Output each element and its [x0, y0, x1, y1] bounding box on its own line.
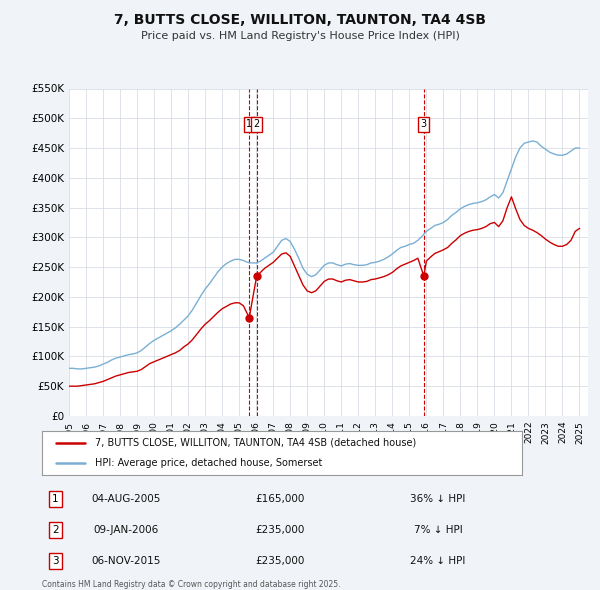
Text: HPI: Average price, detached house, Somerset: HPI: Average price, detached house, Some…: [95, 458, 322, 468]
Text: 7, BUTTS CLOSE, WILLITON, TAUNTON, TA4 4SB (detached house): 7, BUTTS CLOSE, WILLITON, TAUNTON, TA4 4…: [95, 438, 416, 448]
Text: £235,000: £235,000: [255, 556, 304, 566]
Text: Contains HM Land Registry data © Crown copyright and database right 2025.
This d: Contains HM Land Registry data © Crown c…: [42, 580, 341, 590]
Text: 2: 2: [52, 525, 59, 535]
Text: 3: 3: [52, 556, 59, 566]
Text: 3: 3: [421, 119, 427, 129]
Text: 09-JAN-2006: 09-JAN-2006: [94, 525, 159, 535]
Text: 7, BUTTS CLOSE, WILLITON, TAUNTON, TA4 4SB: 7, BUTTS CLOSE, WILLITON, TAUNTON, TA4 4…: [114, 13, 486, 27]
Text: 7% ↓ HPI: 7% ↓ HPI: [413, 525, 463, 535]
Text: 2: 2: [254, 119, 260, 129]
Text: £165,000: £165,000: [255, 494, 304, 504]
Text: 36% ↓ HPI: 36% ↓ HPI: [410, 494, 466, 504]
Text: £235,000: £235,000: [255, 525, 304, 535]
Text: Price paid vs. HM Land Registry's House Price Index (HPI): Price paid vs. HM Land Registry's House …: [140, 31, 460, 41]
Text: 06-NOV-2015: 06-NOV-2015: [92, 556, 161, 566]
Text: 1: 1: [246, 119, 252, 129]
Text: 1: 1: [52, 494, 59, 504]
Text: 04-AUG-2005: 04-AUG-2005: [92, 494, 161, 504]
Text: 24% ↓ HPI: 24% ↓ HPI: [410, 556, 466, 566]
